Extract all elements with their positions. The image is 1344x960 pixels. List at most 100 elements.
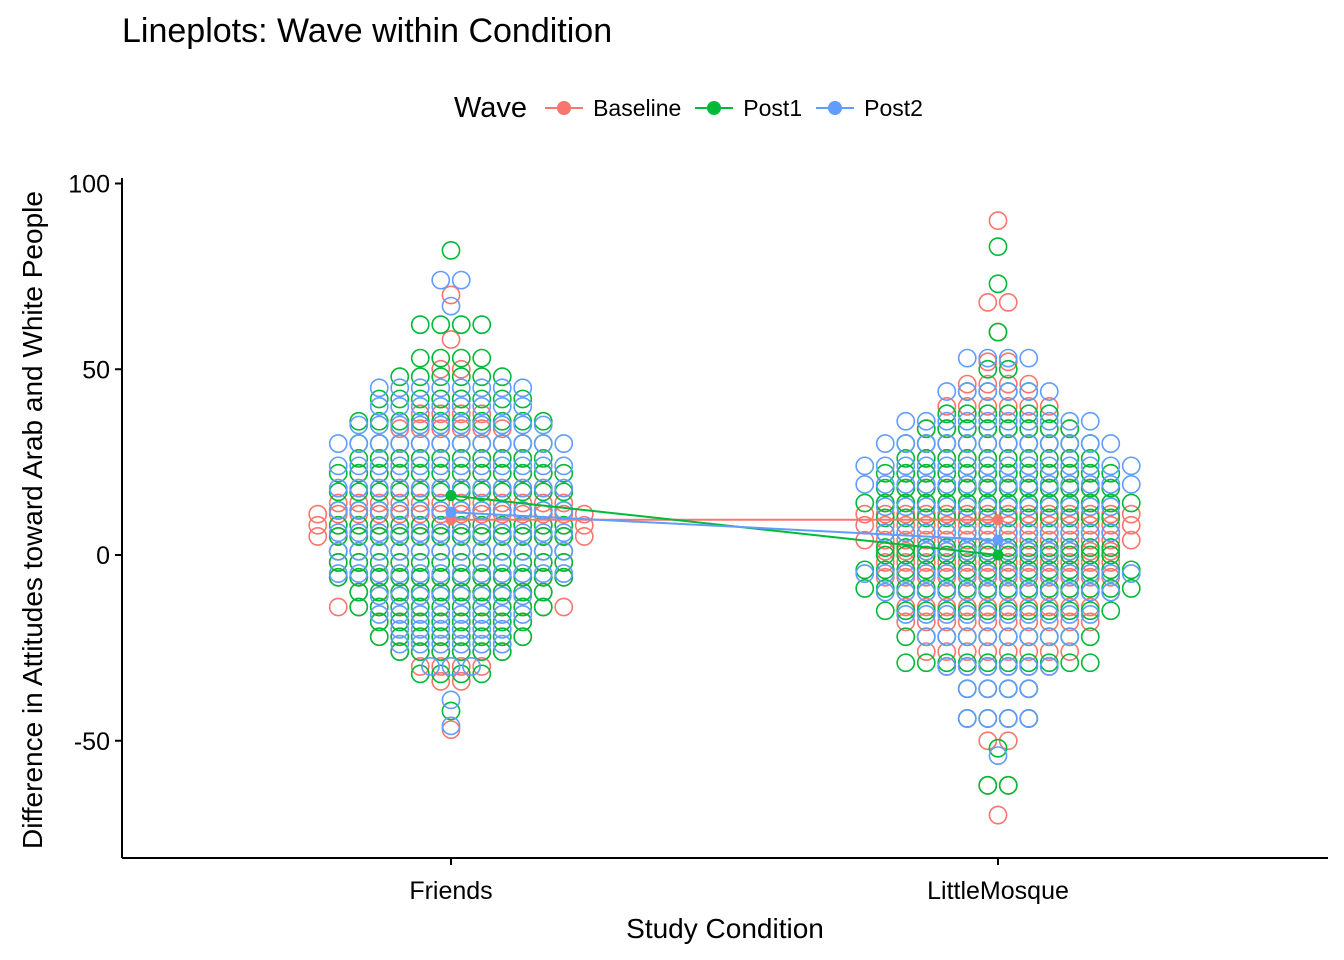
data-point-post2 [328, 434, 348, 453]
data-point-post1 [1060, 463, 1080, 483]
data-point-baseline [988, 805, 1008, 825]
data-point-post2 [533, 434, 553, 453]
data-point-post2 [328, 501, 348, 520]
data-point-post1 [431, 367, 451, 387]
data-point-post2 [410, 434, 430, 453]
data-point-post1 [410, 612, 430, 632]
data-point-post1 [1039, 404, 1059, 424]
data-point-post2 [978, 627, 998, 647]
data-point-post1 [328, 482, 348, 502]
data-point-post1 [431, 389, 451, 409]
data-point-post2 [1101, 434, 1121, 453]
data-point-post2 [410, 634, 430, 654]
data-point-post1 [1080, 508, 1100, 528]
data-point-baseline [574, 515, 594, 535]
data-point-post2 [431, 634, 451, 654]
data-point-baseline [441, 285, 461, 305]
data-point-baseline [308, 527, 328, 546]
data-point-post1 [472, 612, 492, 632]
data-point-post2 [513, 605, 533, 624]
data-point-post2 [1039, 382, 1059, 401]
data-point-post1 [875, 545, 895, 565]
data-point-post1 [1039, 463, 1059, 483]
data-point-post1 [998, 775, 1018, 795]
data-point-post2 [472, 619, 492, 639]
data-point-post2 [1019, 348, 1039, 368]
data-point-post2 [349, 501, 369, 520]
data-point-post1 [1101, 545, 1121, 565]
data-point-post2 [421, 657, 440, 676]
data-point-post1 [937, 653, 957, 673]
data-point-baseline [1039, 515, 1059, 535]
data-point-post2 [349, 564, 369, 583]
data-point-post2 [937, 605, 957, 624]
data-point-baseline [998, 642, 1018, 661]
data-point-baseline [998, 374, 1018, 394]
data-point-post1 [349, 482, 369, 502]
data-point-post2 [1060, 582, 1080, 602]
data-point-post2 [451, 456, 471, 476]
data-point-post1 [492, 515, 512, 535]
data-point-post1 [410, 463, 430, 483]
data-point-post2 [1060, 541, 1080, 561]
data-point-post2 [369, 586, 389, 606]
data-point-post2 [533, 523, 553, 543]
data-point-post1 [1019, 449, 1039, 468]
data-point-post1 [451, 389, 471, 409]
data-point-baseline [1080, 515, 1100, 535]
data-point-post1 [390, 612, 410, 632]
data-point-post1 [916, 419, 936, 439]
data-point-baseline [916, 515, 936, 535]
data-point-post1 [875, 538, 895, 557]
data-point-post2 [1060, 564, 1080, 583]
data-point-post2 [328, 478, 348, 498]
data-point-baseline [431, 671, 451, 691]
data-point-post2 [916, 434, 936, 453]
data-point-post2 [875, 564, 895, 583]
data-point-post1 [472, 627, 492, 647]
data-point-post2 [328, 456, 348, 476]
data-point-baseline [1080, 553, 1100, 572]
data-point-baseline [1121, 504, 1141, 524]
data-point-baseline [451, 359, 471, 379]
data-point-post2 [513, 586, 533, 606]
data-point-post2 [451, 605, 471, 624]
data-point-post2 [978, 348, 998, 368]
data-point-baseline [988, 211, 1008, 231]
data-point-post2 [513, 396, 533, 416]
data-point-post1 [390, 597, 410, 617]
data-point-post2 [916, 497, 936, 517]
data-point-post2 [369, 415, 389, 435]
data-point-post1 [1080, 627, 1100, 647]
data-point-post2 [1019, 411, 1039, 431]
data-point-post2 [1019, 627, 1039, 647]
data-point-post1 [896, 463, 916, 483]
data-point-post2 [916, 523, 936, 543]
data-point-baseline [978, 642, 998, 661]
data-point-post1 [410, 664, 430, 684]
legend-item-post2: Post2 [816, 95, 923, 122]
data-point-post2 [998, 582, 1018, 602]
data-point-post1 [1101, 538, 1121, 557]
data-point-baseline [998, 612, 1018, 632]
data-point-baseline [916, 530, 936, 550]
data-point-post1 [896, 653, 916, 673]
data-point-post2 [1080, 411, 1100, 431]
data-point-post2 [957, 582, 977, 602]
data-point-baseline [998, 553, 1018, 572]
data-point-post1 [369, 612, 389, 632]
data-point-post1 [492, 463, 512, 483]
data-point-post2 [978, 434, 998, 453]
data-point-post1 [1019, 419, 1039, 439]
data-point-post2 [1060, 523, 1080, 543]
data-point-post1 [855, 493, 875, 513]
data-point-post2 [978, 411, 998, 431]
data-point-baseline [1060, 553, 1080, 572]
data-point-post2 [896, 523, 916, 543]
data-point-baseline [328, 493, 348, 513]
mean-point-baseline [992, 514, 1004, 526]
data-point-baseline [875, 530, 895, 550]
data-point-post2 [410, 378, 430, 398]
data-point-post1 [472, 463, 492, 483]
data-point-post2 [513, 564, 533, 583]
